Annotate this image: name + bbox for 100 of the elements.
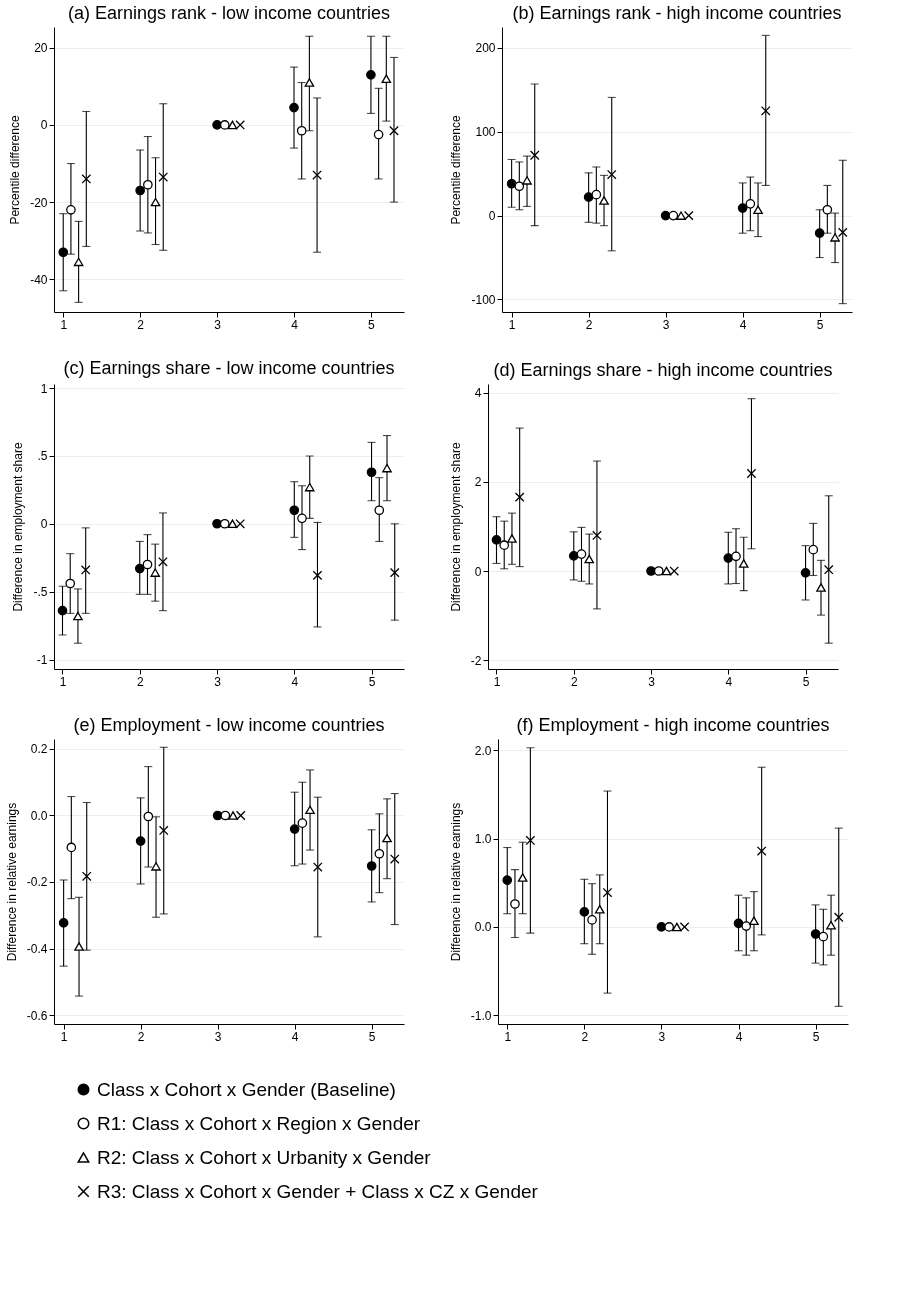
point bbox=[525, 835, 536, 846]
point bbox=[135, 836, 146, 846]
point bbox=[57, 605, 68, 616]
point bbox=[745, 199, 756, 209]
point bbox=[235, 518, 246, 529]
point bbox=[822, 204, 833, 215]
point bbox=[373, 129, 384, 140]
point bbox=[381, 74, 392, 83]
x-tick-label: 1 bbox=[508, 317, 516, 332]
x-tick-label: 3 bbox=[214, 1029, 222, 1044]
x-tick-label: 4 bbox=[291, 674, 299, 689]
y-tick-label: -0.2 bbox=[26, 875, 48, 890]
y-axis-title: Difference in relative earnings bbox=[448, 802, 463, 962]
point bbox=[594, 905, 605, 914]
point bbox=[143, 179, 153, 190]
point bbox=[228, 811, 238, 820]
point bbox=[389, 854, 400, 864]
point bbox=[74, 942, 84, 951]
point bbox=[66, 204, 76, 215]
point bbox=[389, 125, 399, 136]
point bbox=[731, 551, 741, 562]
y-tick-label: 1.0 bbox=[474, 832, 492, 847]
point bbox=[304, 482, 315, 492]
point bbox=[814, 228, 825, 239]
point bbox=[65, 578, 76, 589]
x-tick-label: 4 bbox=[735, 1029, 743, 1044]
y-tick-label: 0.2 bbox=[30, 742, 48, 757]
x-tick-label: 2 bbox=[136, 674, 144, 689]
point bbox=[382, 833, 392, 843]
y-tick-label: 0 bbox=[474, 564, 482, 579]
point bbox=[366, 467, 377, 478]
point bbox=[374, 848, 385, 859]
point bbox=[220, 810, 231, 821]
point bbox=[296, 125, 307, 136]
y-tick-label: 20 bbox=[34, 41, 48, 56]
point bbox=[366, 861, 377, 871]
point bbox=[297, 818, 308, 828]
point bbox=[830, 233, 840, 242]
point bbox=[676, 211, 686, 220]
y-tick-label: -0.4 bbox=[26, 942, 48, 957]
y-tick-label: 0.0 bbox=[30, 808, 48, 823]
point bbox=[587, 915, 597, 925]
x-tick-label: 3 bbox=[658, 1029, 666, 1044]
point bbox=[491, 535, 502, 545]
point bbox=[753, 205, 763, 215]
point bbox=[668, 210, 679, 221]
x-tick-label: 1 bbox=[60, 317, 68, 332]
point bbox=[749, 916, 759, 926]
point bbox=[669, 566, 680, 576]
point bbox=[289, 102, 299, 113]
point bbox=[507, 534, 517, 543]
point bbox=[760, 105, 771, 116]
x-tick-label: 5 bbox=[816, 317, 824, 332]
y-tick-label: -1.0 bbox=[470, 1008, 492, 1023]
chart-title: (e) Employment - low income countries bbox=[73, 715, 385, 735]
point bbox=[66, 842, 77, 853]
point bbox=[502, 875, 513, 885]
y-axis-title: Percentile difference bbox=[449, 115, 464, 225]
chart-title: (a) Earnings rank - low income countries bbox=[67, 3, 391, 23]
legend-label: Class x Cohort x Gender (Baseline) bbox=[97, 1078, 396, 1100]
y-axis-title: Difference in employment share bbox=[11, 442, 26, 612]
point bbox=[661, 566, 672, 576]
point bbox=[305, 805, 315, 815]
y-axis-title: Difference in relative earnings bbox=[4, 802, 19, 962]
y-tick-label: -100 bbox=[471, 292, 496, 307]
point bbox=[227, 120, 238, 130]
point bbox=[672, 922, 682, 932]
point bbox=[212, 120, 222, 130]
point bbox=[514, 181, 525, 192]
point bbox=[142, 559, 153, 570]
x-tick-label: 2 bbox=[585, 317, 593, 332]
x-tick-label: 5 bbox=[368, 317, 376, 332]
y-tick-label: 0 bbox=[40, 517, 48, 532]
point bbox=[583, 192, 594, 202]
point bbox=[823, 564, 834, 575]
point bbox=[737, 203, 748, 213]
y-tick-label: -0.6 bbox=[26, 1008, 48, 1023]
point bbox=[514, 492, 525, 502]
point bbox=[227, 519, 238, 529]
point bbox=[746, 468, 757, 479]
x-tick-label: 3 bbox=[214, 674, 222, 689]
point bbox=[219, 518, 230, 529]
y-tick-label: -.5 bbox=[33, 585, 48, 600]
point bbox=[212, 518, 222, 529]
point bbox=[576, 549, 587, 559]
point bbox=[599, 196, 609, 205]
legend-label: R2: Class x Cohort x Urbanity x Gender bbox=[97, 1146, 432, 1168]
point bbox=[58, 918, 69, 928]
legend-label: R3: Class x Cohort x Gender + Class x CZ x Gender bbox=[97, 1180, 539, 1202]
point bbox=[150, 197, 161, 207]
point bbox=[80, 565, 91, 575]
point bbox=[73, 611, 83, 621]
point bbox=[800, 567, 811, 578]
y-tick-label: 4 bbox=[474, 386, 482, 401]
point bbox=[579, 907, 590, 917]
point bbox=[683, 210, 694, 221]
x-tick-label: 4 bbox=[739, 317, 747, 332]
x-tick-label: 5 bbox=[812, 1029, 820, 1044]
point bbox=[143, 811, 154, 822]
chart-title: (c) Earnings share - low income countries bbox=[63, 358, 395, 379]
